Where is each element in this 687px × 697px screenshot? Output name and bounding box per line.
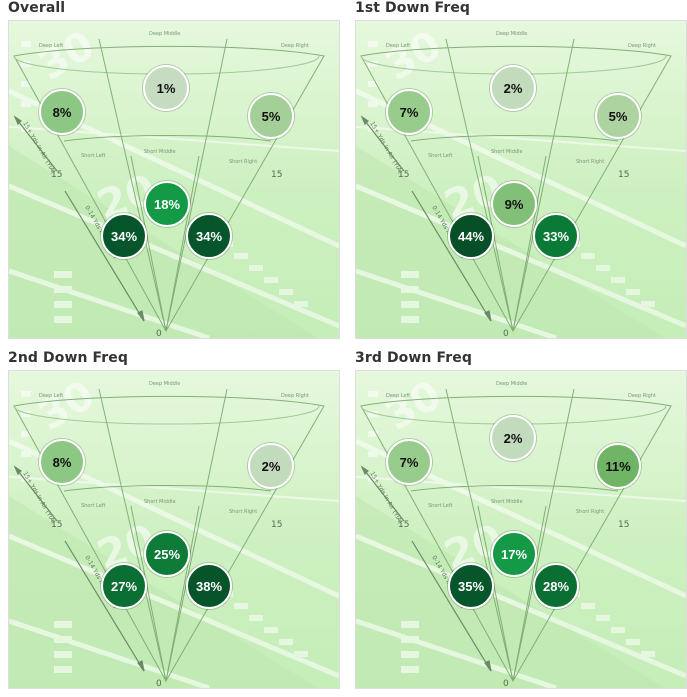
football-field: 30 20 <box>355 370 687 689</box>
zone-bubble-deep-right: 11% <box>595 443 641 489</box>
zone-label-yard-15: 15 <box>618 520 629 530</box>
zone-label-deep-right: Deep Right <box>628 43 656 49</box>
zone-bubble-short-left: 35% <box>448 563 494 609</box>
zone-wedge <box>360 388 672 683</box>
panel-title: 2nd Down Freq <box>8 350 129 366</box>
zone-label-yard-15: 15 <box>271 170 282 180</box>
football-field: 30 20 <box>8 20 340 339</box>
axis-arrows <box>13 465 145 672</box>
zone-bubble-short-middle: 9% <box>491 181 537 227</box>
field-background: 30 20 <box>9 371 339 688</box>
panel-title: 3rd Down Freq <box>355 350 472 366</box>
zone-label-deep-middle: Deep Middle <box>496 31 527 37</box>
zone-label-short-right: Short Right <box>229 159 257 165</box>
zone-label-deep-right: Deep Right <box>281 393 309 399</box>
zone-bubble-deep-middle: 2% <box>490 415 536 461</box>
field-background: 30 20 <box>356 371 686 688</box>
zone-label-short-left: Short Left <box>428 503 452 509</box>
zone-bubble-short-middle: 25% <box>144 531 190 577</box>
zone-bubble-short-middle: 17% <box>491 531 537 577</box>
zone-bubble-deep-right: 2% <box>248 443 294 489</box>
zone-label-deep-middle: Deep Middle <box>496 381 527 387</box>
zone-bubble-deep-left: 8% <box>39 439 85 485</box>
zone-bubble-short-right: 33% <box>533 213 579 259</box>
axis-arrows <box>360 115 492 322</box>
zone-label-deep-right: Deep Right <box>628 393 656 399</box>
zone-label-short-middle: Short Middle <box>491 499 523 505</box>
zone-label-deep-left: Deep Left <box>39 43 63 49</box>
zone-wedge <box>13 388 325 683</box>
zone-label-short-right: Short Right <box>576 509 604 515</box>
zone-label-yard-15: 15 <box>51 520 62 530</box>
zone-label-short-middle: Short Middle <box>144 149 176 155</box>
zone-bubble-deep-left: 8% <box>39 89 85 135</box>
zone-bubble-deep-right: 5% <box>248 93 294 139</box>
zone-bubble-deep-middle: 2% <box>490 65 536 111</box>
football-field: 30 20 <box>355 20 687 339</box>
zone-label-deep-left: Deep Left <box>386 43 410 49</box>
zone-label-deep-middle: Deep Middle <box>149 31 180 37</box>
zone-label-deep-middle: Deep Middle <box>149 381 180 387</box>
zone-bubble-short-middle: 18% <box>144 181 190 227</box>
zone-label-yard-0: 0 <box>503 329 509 338</box>
zone-bubble-short-right: 28% <box>533 563 579 609</box>
zone-bubble-deep-right: 5% <box>595 93 641 139</box>
zone-label-deep-left: Deep Left <box>386 393 410 399</box>
axis-arrows <box>13 115 145 322</box>
panel-title: 1st Down Freq <box>355 0 471 16</box>
zone-label-yard-15: 15 <box>618 170 629 180</box>
zone-label-yard-15: 15 <box>398 520 409 530</box>
zone-bubble-short-left: 27% <box>101 563 147 609</box>
zone-label-yard-15: 15 <box>398 170 409 180</box>
zone-wedge <box>13 38 325 333</box>
zone-label-short-middle: Short Middle <box>491 149 523 155</box>
zone-label-short-left: Short Left <box>81 153 105 159</box>
zone-bubble-short-right: 38% <box>186 563 232 609</box>
zone-label-short-left: Short Left <box>81 503 105 509</box>
zone-bubble-deep-left: 7% <box>386 439 432 485</box>
zone-label-yard-0: 0 <box>156 329 162 338</box>
zone-label-yard-0: 0 <box>156 679 162 688</box>
zone-label-yard-0: 0 <box>503 679 509 688</box>
panel-title: Overall <box>8 0 66 16</box>
zone-label-yard-15: 15 <box>51 170 62 180</box>
zone-bubble-short-left: 34% <box>101 213 147 259</box>
zone-label-short-right: Short Right <box>229 509 257 515</box>
football-field: 30 20 <box>8 370 340 689</box>
zone-bubble-short-left: 44% <box>448 213 494 259</box>
zone-bubble-short-right: 34% <box>186 213 232 259</box>
zone-label-short-left: Short Left <box>428 153 452 159</box>
zone-bubble-deep-left: 7% <box>386 89 432 135</box>
zone-label-deep-left: Deep Left <box>39 393 63 399</box>
zone-label-short-right: Short Right <box>576 159 604 165</box>
axis-arrows <box>360 465 492 672</box>
zone-label-yard-15: 15 <box>271 520 282 530</box>
zone-bubble-deep-middle: 1% <box>143 65 189 111</box>
zone-label-short-middle: Short Middle <box>144 499 176 505</box>
zone-label-deep-right: Deep Right <box>281 43 309 49</box>
